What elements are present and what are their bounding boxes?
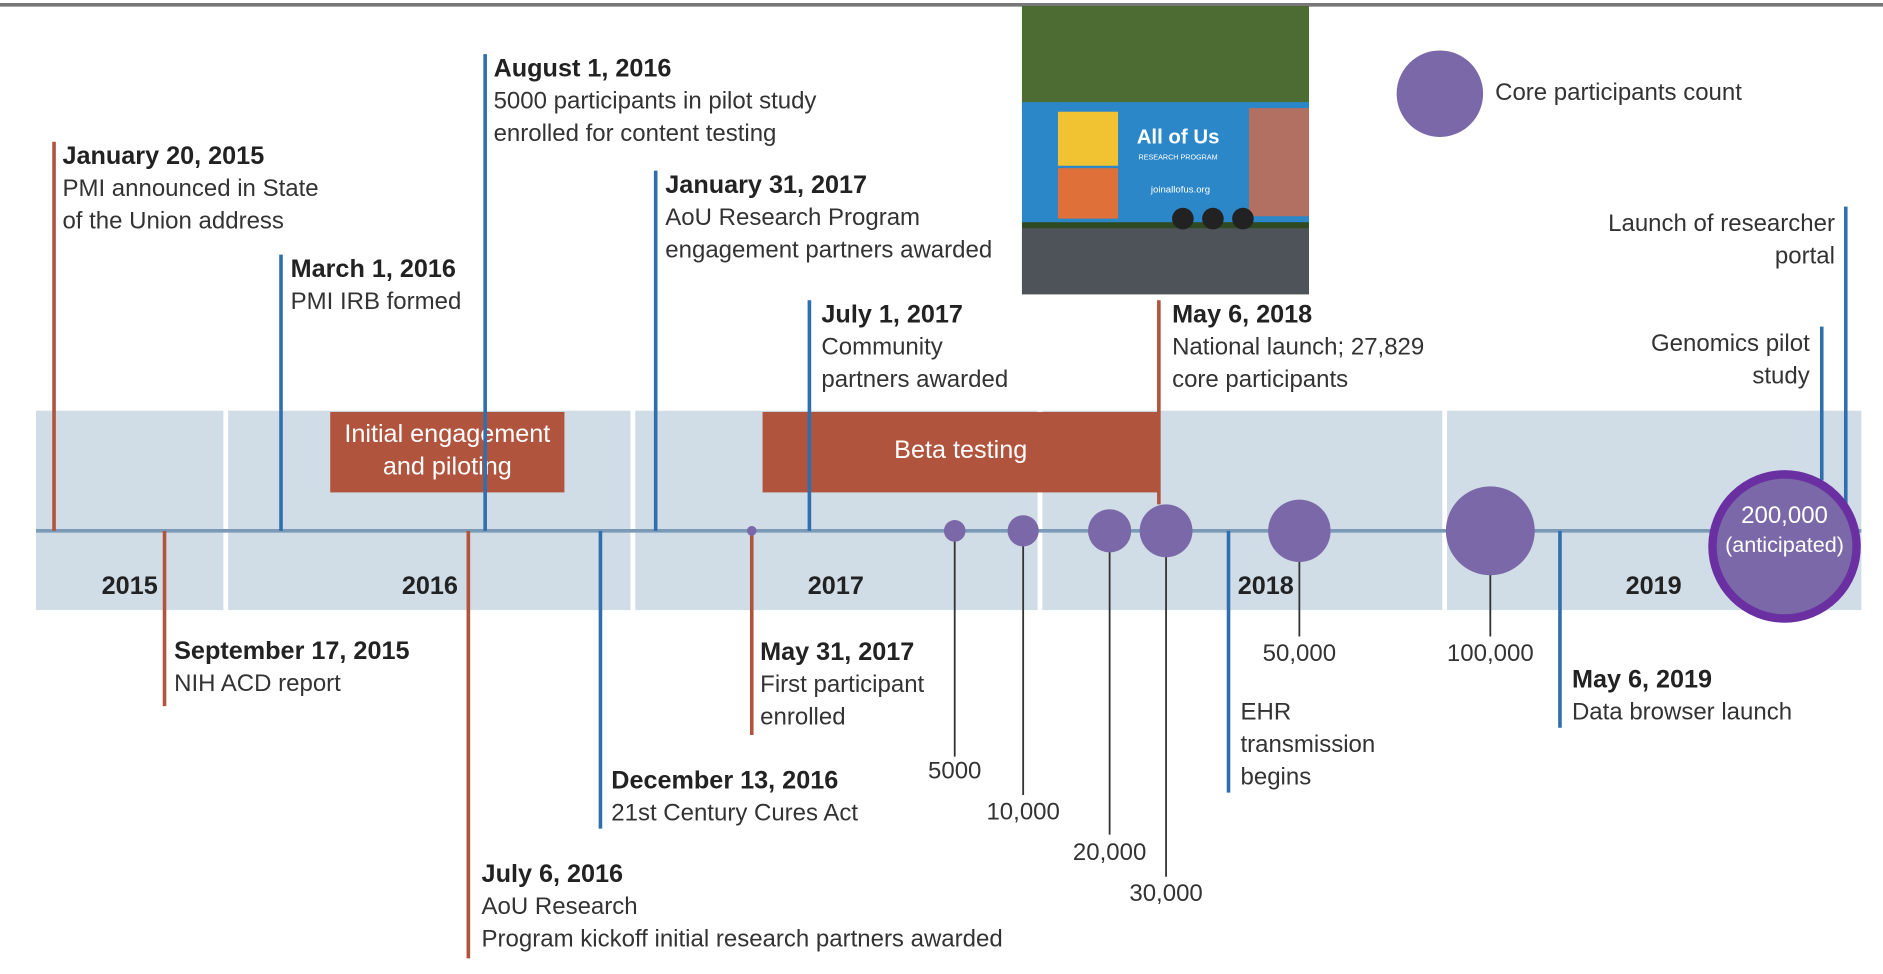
- event-text: Data browser launch: [1572, 699, 1792, 726]
- phase-label: Initial engagement: [344, 420, 550, 448]
- milestone-label: 100,000: [1447, 640, 1534, 667]
- milestone-bubble: [1268, 500, 1330, 562]
- event-text: PMI IRB formed: [291, 288, 462, 315]
- legend-swatch: [1397, 50, 1483, 136]
- milestone-label: 200,000: [1741, 502, 1828, 529]
- event-date: May 6, 2018: [1172, 301, 1312, 329]
- event-date: July 6, 2016: [482, 860, 624, 888]
- phase-label: and piloting: [383, 452, 512, 480]
- event-text: AoU Research Program: [665, 204, 920, 231]
- photo-wheel: [1202, 208, 1224, 230]
- event-text: partners awarded: [821, 366, 1008, 393]
- year-label: 2019: [1626, 572, 1682, 600]
- event-text: of the Union address: [62, 208, 283, 235]
- photo-subsign: RESEARCH PROGRAM: [1139, 152, 1218, 161]
- photo-wheel: [1172, 208, 1194, 230]
- milestone-note: (anticipated): [1725, 532, 1844, 557]
- milestone-bubble: [1446, 486, 1535, 575]
- milestone-label: 50,000: [1263, 640, 1336, 667]
- event-text: study: [1752, 362, 1809, 389]
- photo-road: [1022, 228, 1309, 294]
- event-text: Program kickoff initial research partner…: [482, 926, 1003, 953]
- photo-foliage: [1022, 6, 1309, 108]
- milestone-bubble: [944, 520, 966, 542]
- event-text: begins: [1241, 764, 1312, 791]
- milestone-label: 30,000: [1129, 880, 1202, 907]
- milestone-bubble: [1088, 509, 1131, 552]
- photo-people: [1249, 108, 1309, 216]
- phase-label: Beta testing: [894, 436, 1027, 464]
- event-dot: [747, 526, 757, 536]
- event-text: enrolled: [760, 704, 845, 731]
- milestone-bubble: [1008, 515, 1039, 546]
- event-date: September 17, 2015: [174, 637, 409, 665]
- event-text: First participant: [760, 671, 924, 698]
- photo-url: joinallofus.org: [1150, 184, 1210, 195]
- event-text: PMI announced in State: [62, 175, 318, 202]
- event-text: Launch of researcher: [1608, 210, 1835, 237]
- event-text: Community: [821, 334, 942, 361]
- event-date: May 31, 2017: [760, 638, 914, 666]
- year-label: 2015: [102, 572, 158, 600]
- photo-wheel: [1232, 208, 1254, 230]
- photo-sign: All of Us: [1137, 127, 1220, 149]
- event-date: December 13, 2016: [611, 766, 838, 794]
- photo-panel: [1058, 168, 1118, 218]
- event-text: 5000 participants in pilot study: [494, 87, 817, 114]
- page: All of Us RESEARCH PROGRAM joinallofus.o…: [0, 0, 1883, 974]
- event-text: EHR: [1241, 699, 1292, 726]
- event-text: AoU Research: [482, 893, 638, 920]
- timeline: All of Us RESEARCH PROGRAM joinallofus.o…: [0, 0, 1883, 974]
- event-text: portal: [1775, 242, 1835, 269]
- event-text: Genomics pilot: [1651, 330, 1810, 357]
- milestone-label: 20,000: [1073, 839, 1146, 866]
- event-date: March 1, 2016: [291, 255, 456, 283]
- event-text: National launch; 27,829: [1172, 334, 1424, 361]
- event-text: 21st Century Cures Act: [611, 800, 858, 827]
- event-date: July 1, 2017: [821, 301, 963, 329]
- legend-label: Core participants count: [1495, 79, 1742, 106]
- event-date: August 1, 2016: [494, 54, 672, 82]
- event-text: enrolled for content testing: [494, 120, 777, 147]
- event-date: January 20, 2015: [62, 142, 264, 170]
- milestone-label: 10,000: [986, 798, 1059, 825]
- milestone-bubble: [1140, 504, 1193, 557]
- event-text: transmission: [1241, 731, 1376, 758]
- photo: All of Us RESEARCH PROGRAM joinallofus.o…: [1022, 6, 1309, 294]
- year-label: 2018: [1238, 572, 1294, 600]
- event-date: May 6, 2019: [1572, 666, 1712, 694]
- milestone-label: 5000: [928, 758, 981, 785]
- event-text: core participants: [1172, 366, 1348, 393]
- event-date: January 31, 2017: [665, 171, 867, 199]
- photo-panel: [1058, 112, 1118, 166]
- event-text: engagement partners awarded: [665, 236, 992, 263]
- event-text: NIH ACD report: [174, 670, 341, 697]
- year-label: 2017: [808, 572, 864, 600]
- year-label: 2016: [402, 572, 458, 600]
